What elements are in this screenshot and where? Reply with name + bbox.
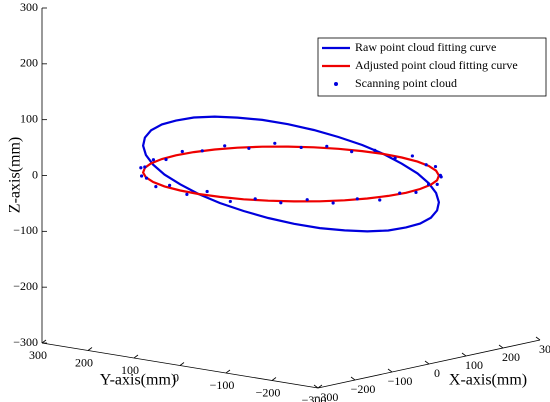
scan-point (228, 199, 232, 204)
x-tick-label: −300 (314, 390, 339, 402)
y-tick (87, 347, 93, 351)
scan-point (279, 201, 283, 205)
x-tick-label: −100 (388, 374, 413, 388)
fitting-curve (141, 115, 441, 233)
scan-point (185, 192, 189, 196)
z-tick-label: −300 (13, 335, 38, 349)
z-tick-label: 0 (32, 167, 38, 181)
y-tick-label: 200 (75, 355, 93, 369)
y-tick-label: −100 (210, 378, 235, 392)
x-tick (387, 368, 393, 373)
scan-point (350, 150, 354, 154)
scan-point (414, 190, 418, 195)
y-tick (317, 384, 323, 389)
y-tick-label: 0 (173, 370, 179, 384)
scan-point (424, 163, 428, 167)
scan-point (299, 145, 303, 150)
y-tick (41, 339, 47, 344)
x-tick-label: −200 (351, 382, 376, 396)
x-tick-label: 200 (502, 350, 520, 364)
scan-point (253, 197, 257, 201)
scan-point (200, 149, 204, 153)
scan-point (144, 176, 149, 180)
scan-point (139, 166, 143, 170)
z-tick-label: 100 (20, 111, 38, 125)
x-tick (350, 376, 356, 381)
z-tick-label: 300 (20, 0, 38, 14)
scan-point (433, 164, 438, 169)
scan-point (378, 198, 382, 202)
scan-point (355, 197, 359, 201)
z-tick-label: −100 (13, 223, 38, 237)
scan-point (140, 174, 144, 178)
scan-point (151, 158, 156, 162)
legend-label: Adjusted point cloud fitting curve (355, 58, 518, 72)
scan-point (273, 141, 277, 145)
x-tick-label: 0 (434, 366, 440, 380)
y-tick (133, 354, 139, 359)
legend-box (317, 37, 547, 97)
x-tick (498, 344, 504, 349)
scan-point (435, 182, 439, 186)
y-tick (179, 362, 185, 366)
x-tick-label: 100 (465, 358, 483, 372)
scan-point (438, 173, 442, 177)
x-tick (461, 352, 467, 357)
scan-point (325, 144, 329, 148)
legend-swatch (334, 82, 338, 86)
y-tick-label: 300 (29, 348, 47, 362)
scan-point (154, 185, 158, 189)
scan-point (168, 183, 172, 187)
scan-point (398, 191, 402, 195)
scan-point (223, 144, 227, 148)
x-tick (424, 360, 430, 365)
legend-label: Raw point cloud fitting curve (355, 40, 496, 54)
y-tick (225, 369, 231, 374)
scan-point (410, 154, 414, 158)
x-tick (313, 384, 319, 389)
x-tick (535, 336, 541, 341)
z-axis-title: Z-axis(mm) (7, 137, 24, 213)
scan-point (247, 146, 251, 150)
y-tick (271, 377, 277, 381)
y-tick-label: −300 (302, 393, 327, 402)
scan-point (143, 165, 147, 169)
x-tick-label: 300 (539, 342, 550, 356)
scan-point (164, 157, 168, 162)
scan-point (426, 182, 431, 186)
x-axis-title: X-axis(mm) (449, 372, 527, 389)
scan-point (205, 189, 209, 194)
fitting-curve (141, 145, 441, 203)
z-tick-label: −200 (13, 279, 38, 293)
scan-point (180, 149, 184, 154)
scan-point (305, 198, 309, 202)
scan-point (373, 148, 377, 152)
z-tick-label: 200 (20, 56, 38, 70)
y-axis-title: Y-axis(mm) (100, 372, 176, 389)
scan-point (331, 201, 335, 205)
legend-label: Scanning point cloud (355, 76, 457, 90)
scan-point (393, 156, 397, 160)
y-tick-label: 100 (121, 363, 139, 377)
y-tick-label: −200 (256, 385, 281, 399)
